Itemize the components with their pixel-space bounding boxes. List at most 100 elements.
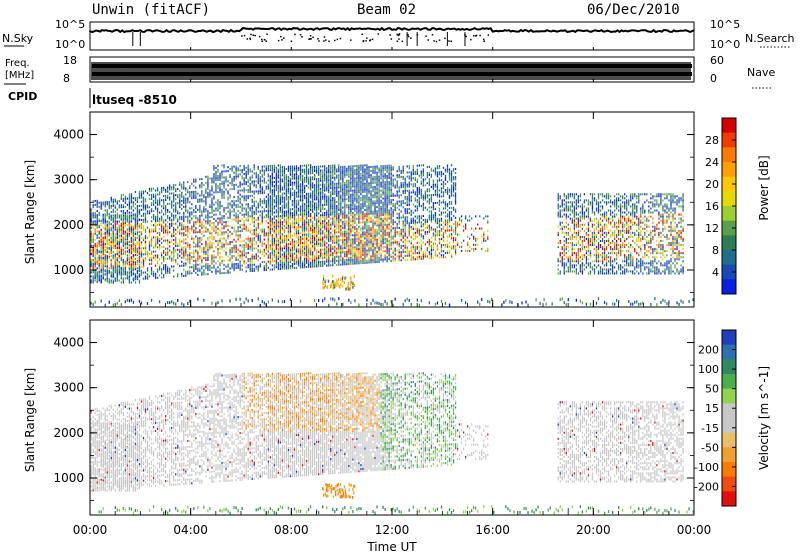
power-cell [301,168,304,171]
power-cell [233,265,235,268]
power-cell [233,218,235,221]
power-cell [279,172,282,175]
power-cell [144,208,147,211]
power-cell [237,169,239,172]
power-cell [185,242,187,245]
power-cell [318,228,320,231]
power-cell [98,232,100,235]
power-cell [311,178,314,181]
power-cell [334,247,336,250]
power-cell [136,253,139,256]
power-cell [253,267,255,270]
power-heatmap [90,164,694,307]
power-cell [299,246,302,249]
power-cell [251,217,253,220]
noise-search-dot [281,39,283,41]
power-cell [332,205,334,208]
noise-search-dot [431,34,434,36]
power-cell [203,247,205,250]
power-cell [303,225,306,228]
power-cell [324,260,326,263]
power-cell [275,266,278,269]
power-cell [313,218,316,221]
power-cell [281,225,284,228]
power-cell [130,230,133,233]
power-cell [154,205,157,208]
power-cell [235,218,237,221]
power-cell [181,216,183,219]
power-cell [311,222,314,225]
power-cell [195,217,197,220]
power-cell [169,186,171,189]
power-cell [227,170,229,173]
power-cell [283,192,286,195]
power-cell [332,164,334,167]
power-cell [311,224,314,228]
power-cell [102,253,104,256]
power-cell [315,196,318,199]
power-cell [152,236,155,239]
power-cell [295,258,298,261]
power-cell [305,249,308,252]
power-cell [156,213,159,216]
power-cell [181,224,183,227]
power-cell [215,173,217,176]
power-cell [239,224,241,227]
power-cell [124,240,127,243]
power-cell [110,200,112,203]
power-cell [209,266,211,269]
power-cell [171,265,173,268]
power-cell [152,270,155,273]
power-cell [148,212,151,215]
power-cell [295,211,298,214]
power-cell [277,231,280,234]
power-cell [273,264,276,267]
power-cell [195,265,197,268]
power-cell [154,195,157,198]
power-cell [164,225,167,228]
power-cell [251,211,253,214]
power-cell [315,165,318,168]
power-cell [217,227,219,230]
power-cell [311,247,314,250]
power-cell [114,226,116,229]
power-cell [322,212,324,215]
power-cell [162,255,165,259]
power-cell [285,267,288,270]
power-cell [110,267,112,270]
power-cell [217,239,219,242]
power-cell [215,179,217,182]
power-cell [148,230,151,233]
power-cell [175,249,177,252]
noise-search-dot [277,39,280,42]
power-cell [110,210,112,214]
power-cell [136,215,139,218]
power-cell [307,235,310,238]
power-cell [112,234,114,237]
power-cell [295,250,298,253]
power-cell [307,172,310,175]
power-cell [293,232,296,235]
power-cell [249,182,251,185]
power-cell [158,231,161,234]
power-cell [164,209,167,212]
power-cell [307,229,310,232]
power-cell [118,220,120,223]
power-cell [164,190,167,193]
power-cell [259,184,261,187]
power-cell [189,270,191,273]
power-cell [231,165,233,168]
power-cell [273,268,276,271]
power-cell [259,251,261,254]
power-cell [150,236,153,239]
power-cell [287,186,290,189]
power-cell [114,279,116,282]
power-cell [269,209,271,212]
power-cell [324,203,326,206]
power-cell [126,234,129,237]
power-cell [315,218,318,221]
power-cell [261,175,263,178]
power-cell [233,196,235,199]
power-cell [205,210,207,213]
power-cell [211,301,213,305]
